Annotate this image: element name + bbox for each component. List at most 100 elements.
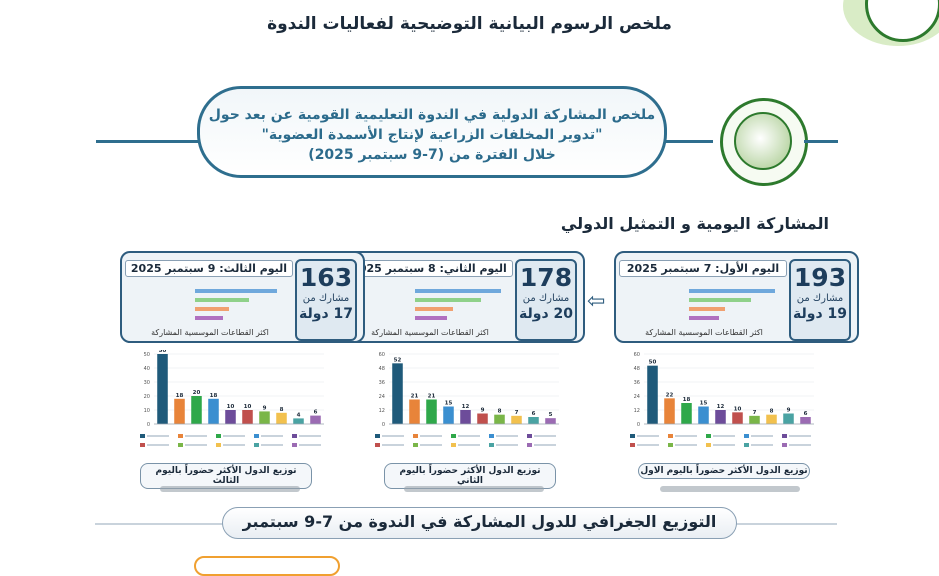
y-tick-label: 40 — [144, 366, 150, 372]
chart-bar — [664, 398, 675, 424]
legend-swatch — [527, 443, 532, 447]
bar-value-label: 18 — [176, 393, 184, 399]
bar-value-label: 50 — [159, 350, 167, 354]
bar-value-label: 8 — [498, 409, 502, 415]
bar-value-label: 6 — [532, 411, 536, 417]
bar-value-label: 9 — [263, 405, 267, 411]
legend-entry — [789, 435, 811, 437]
bar-value-label: 52 — [394, 357, 402, 363]
legend-swatch — [140, 434, 145, 438]
chart-bar — [681, 403, 692, 424]
sector-mini-chart — [649, 283, 779, 325]
sector-mini-chart — [155, 283, 285, 325]
y-tick-label: 60 — [379, 352, 385, 358]
bar-value-label: 10 — [227, 404, 235, 410]
bar-value-label: 10 — [244, 404, 252, 410]
legend-entry — [223, 435, 245, 437]
bar-value-label: 12 — [462, 404, 470, 410]
chart-bar — [477, 413, 488, 424]
legend-entry — [675, 435, 697, 437]
intro-line-3: خلال الفترة من (7-9 سبتمبر 2025) — [308, 147, 556, 163]
organization-logo — [708, 96, 838, 186]
sector-mini-chart — [375, 283, 505, 325]
legend-entry — [534, 444, 556, 446]
chart-caption-day-3: توزيع الدول الأكثر حضوراً باليوم الثالث — [140, 463, 312, 489]
y-tick-label: 36 — [379, 380, 385, 386]
legend-entry — [534, 435, 556, 437]
y-tick-label: 20 — [144, 394, 150, 400]
bar-value-label: 6 — [804, 411, 808, 417]
footer-band — [222, 507, 737, 539]
legend-entry — [147, 435, 169, 437]
chart-bar — [293, 418, 304, 424]
bar-value-label: 21 — [411, 394, 419, 400]
legend-swatch — [375, 443, 380, 447]
legend-swatch — [782, 434, 787, 438]
y-tick-label: 0 — [637, 422, 640, 428]
legend-swatch — [489, 434, 494, 438]
chart-bar — [191, 396, 202, 424]
chart-caption-day-1: توزيع الدول الأكثر حضوراً باليوم الاول — [638, 463, 810, 479]
legend-swatch — [413, 434, 418, 438]
day-heading: اليوم الأول: 7 سبتمبر 2025 — [619, 260, 787, 277]
footer-title: التوزيع الجغرافي للدول المشاركة في الندو… — [242, 512, 717, 531]
chart-bar — [225, 410, 236, 424]
chart-bar — [749, 415, 760, 424]
legend-swatch — [451, 443, 456, 447]
legend-swatch — [668, 443, 673, 447]
bar-value-label: 9 — [481, 408, 485, 414]
chart-bar — [460, 410, 471, 424]
legend-entry — [299, 444, 321, 446]
legend-entry — [261, 444, 283, 446]
sectors-label: اكثر القطاعات الموسسية المشاركة — [371, 328, 489, 337]
country-bar-chart-day-1: 0 12 24 36 48 60 50 22 18 15 12 10 7 8 9 6 — [630, 352, 814, 447]
legend-entry — [185, 435, 207, 437]
legend-entry — [496, 435, 518, 437]
chart-bar — [511, 415, 522, 424]
bar-value-label: 18 — [683, 397, 691, 403]
day-heading: اليوم الثاني: 8 سبتمبر 2025 — [345, 260, 513, 277]
intro-line-1: ملخص المشاركة الدولية في الندوة التعليمي… — [208, 107, 656, 123]
sectors-label: اكثر القطاعات الموسسية المشاركة — [645, 328, 763, 337]
chart-bar — [310, 415, 321, 424]
caption-shadow — [660, 486, 800, 492]
legend-swatch — [630, 434, 635, 438]
bar-value-label: 21 — [428, 394, 436, 400]
participants-count: 178 — [519, 263, 573, 292]
legend-swatch — [744, 434, 749, 438]
intro-box: ملخص المشاركة الدولية في الندوة التعليمي… — [197, 86, 667, 178]
bar-value-label: 15 — [445, 401, 453, 407]
legend-swatch — [216, 443, 221, 447]
chart-bar — [392, 363, 403, 424]
y-tick-label: 30 — [144, 380, 150, 386]
chart-bar — [208, 398, 219, 424]
legend-swatch — [527, 434, 532, 438]
legend-swatch — [451, 434, 456, 438]
legend-entry — [496, 444, 518, 446]
legend-swatch — [254, 443, 259, 447]
bar-value-label: 8 — [770, 409, 774, 415]
legend-entry — [637, 435, 659, 437]
participants-label: مشارك من — [302, 293, 350, 304]
chart-bar — [647, 365, 658, 424]
day-card-3: 163 مشارك من 17 دولة اليوم الثالث: 9 سبت… — [120, 251, 365, 343]
y-tick-label: 0 — [382, 422, 385, 428]
countries-count: 20 دولة — [519, 306, 573, 322]
divider-line — [665, 140, 713, 143]
y-tick-label: 36 — [634, 380, 640, 386]
y-tick-label: 60 — [634, 352, 640, 358]
chart-bar — [259, 411, 270, 424]
legend-swatch — [413, 443, 418, 447]
divider-line — [96, 140, 200, 143]
bar-value-label: 15 — [700, 401, 708, 407]
legend-swatch — [375, 434, 380, 438]
legend-swatch — [292, 434, 297, 438]
legend-swatch — [216, 434, 221, 438]
chart-bar — [409, 399, 420, 424]
legend-entry — [713, 435, 735, 437]
chart-bar — [715, 410, 726, 424]
y-tick-label: 0 — [147, 422, 150, 428]
bar-value-label: 4 — [297, 412, 301, 418]
sectors-label: اكثر القطاعات الموسسية المشاركة — [151, 328, 269, 337]
bar-value-label: 6 — [314, 410, 318, 416]
